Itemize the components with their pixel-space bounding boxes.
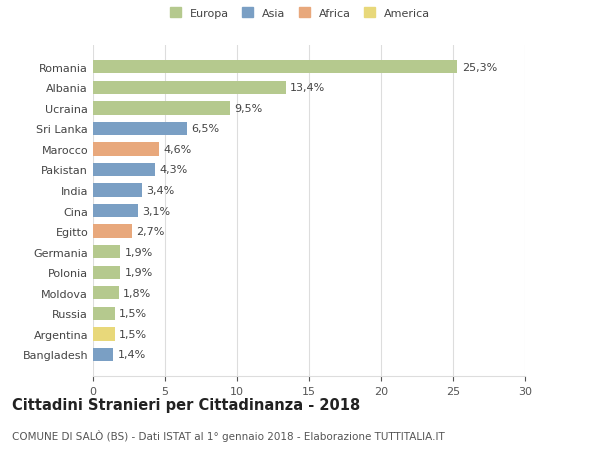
- Bar: [93, 266, 121, 280]
- Text: 2,7%: 2,7%: [136, 227, 164, 237]
- Text: 13,4%: 13,4%: [290, 83, 326, 93]
- Text: 6,5%: 6,5%: [191, 124, 219, 134]
- Text: 3,4%: 3,4%: [146, 185, 175, 196]
- Bar: [93, 81, 286, 95]
- Text: 1,8%: 1,8%: [123, 288, 151, 298]
- Legend: Europa, Asia, Africa, America: Europa, Asia, Africa, America: [170, 8, 430, 19]
- Text: 1,5%: 1,5%: [119, 329, 147, 339]
- Text: 4,6%: 4,6%: [164, 145, 192, 155]
- Bar: [93, 225, 132, 238]
- Bar: [93, 163, 155, 177]
- Text: 25,3%: 25,3%: [461, 62, 497, 73]
- Bar: [93, 307, 115, 320]
- Bar: [93, 123, 187, 136]
- Text: 9,5%: 9,5%: [234, 104, 262, 113]
- Bar: [93, 102, 230, 115]
- Text: 1,5%: 1,5%: [119, 309, 147, 319]
- Text: COMUNE DI SALÒ (BS) - Dati ISTAT al 1° gennaio 2018 - Elaborazione TUTTITALIA.IT: COMUNE DI SALÒ (BS) - Dati ISTAT al 1° g…: [12, 429, 445, 441]
- Bar: [93, 61, 457, 74]
- Text: 4,3%: 4,3%: [159, 165, 187, 175]
- Bar: [93, 246, 121, 259]
- Bar: [93, 184, 142, 197]
- Text: 1,4%: 1,4%: [118, 350, 146, 360]
- Text: 1,9%: 1,9%: [125, 268, 153, 278]
- Text: 1,9%: 1,9%: [125, 247, 153, 257]
- Bar: [93, 328, 115, 341]
- Bar: [93, 204, 137, 218]
- Bar: [93, 286, 119, 300]
- Bar: [93, 348, 113, 361]
- Text: 3,1%: 3,1%: [142, 206, 170, 216]
- Text: Cittadini Stranieri per Cittadinanza - 2018: Cittadini Stranieri per Cittadinanza - 2…: [12, 397, 360, 412]
- Bar: [93, 143, 159, 156]
